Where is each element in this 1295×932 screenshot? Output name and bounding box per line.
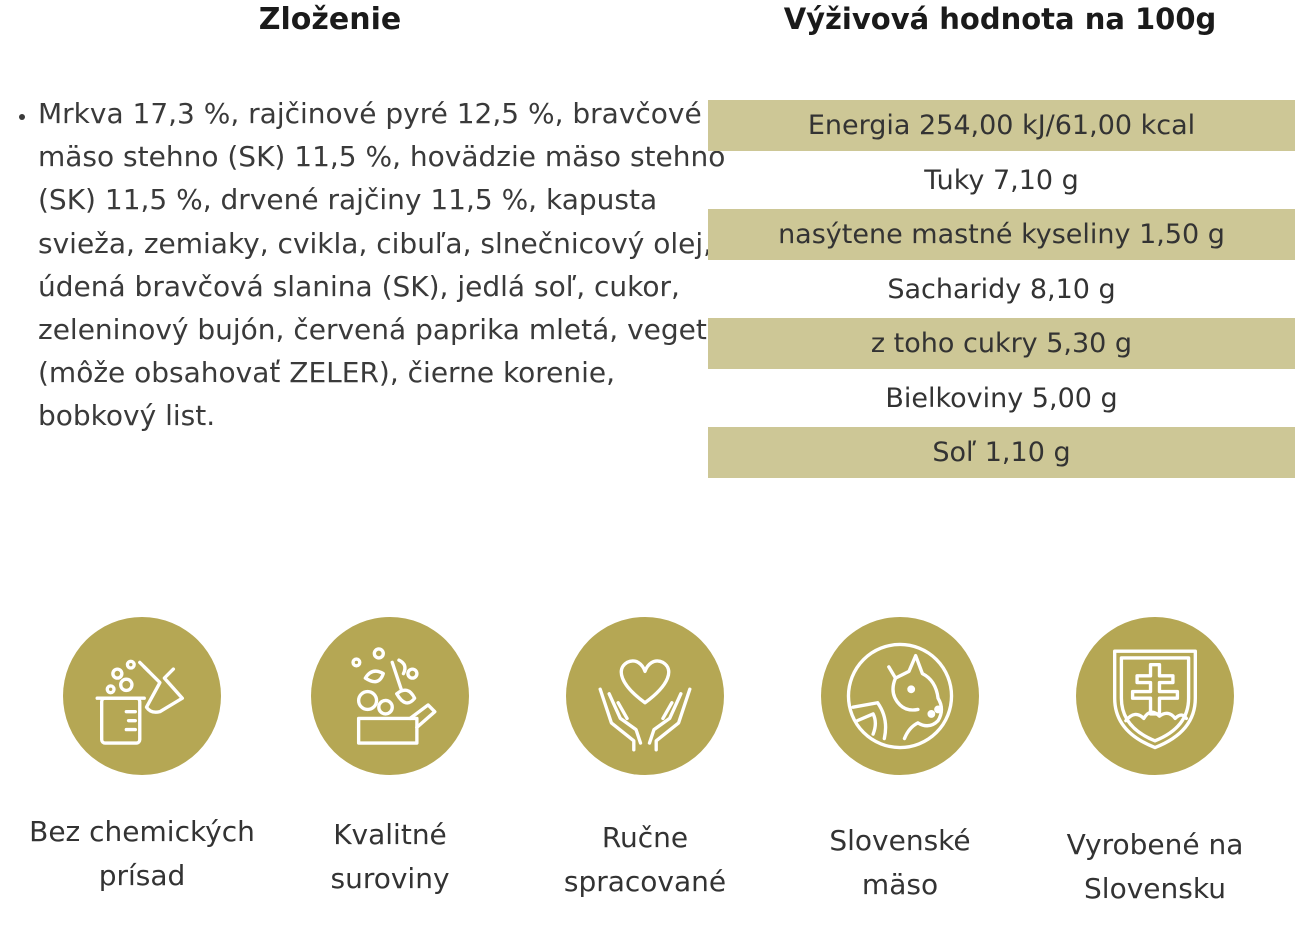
nutrition-table: Energia 254,00 kJ/61,00 kcal Tuky 7,10 g… bbox=[708, 100, 1295, 478]
feature-label-line1: Vyrobené na bbox=[1066, 828, 1244, 861]
feature-badge bbox=[63, 617, 221, 775]
feature-label-line2: prísad bbox=[98, 859, 186, 892]
feature-label: Kvalitné suroviny bbox=[260, 813, 520, 901]
nutrition-row-carbs: Sacharidy 8,10 g bbox=[887, 273, 1116, 305]
ingredients-text-end: ), čierne korenie, bobkový list. bbox=[38, 356, 616, 433]
nutrition-row-saturated: nasýtene mastné kyseliny 1,50 g bbox=[708, 209, 1295, 260]
hands-heart-icon bbox=[598, 659, 692, 752]
nutrition-row-protein: Bielkoviny 5,00 g bbox=[885, 382, 1118, 414]
feature-slovak-meat: Slovenské mäso bbox=[770, 617, 1030, 907]
pig-cow-icon bbox=[846, 642, 954, 750]
feature-label: Vyrobené na Slovensku bbox=[1025, 823, 1285, 911]
ingredients-heading: Zloženie bbox=[258, 2, 402, 37]
feature-handmade: Ručne spracované bbox=[515, 617, 775, 904]
feature-badge bbox=[311, 617, 469, 775]
nutrition-row-fat: Tuky 7,10 g bbox=[924, 164, 1079, 196]
feature-made-in-slovakia: Vyrobené na Slovensku bbox=[1025, 617, 1285, 911]
ingredients-list: Mrkva 17,3 %, rajčinové pyré 12,5 %, bra… bbox=[8, 92, 728, 438]
feature-label-line1: Bez chemických bbox=[29, 815, 255, 848]
ingredients-item: Mrkva 17,3 %, rajčinové pyré 12,5 %, bra… bbox=[38, 92, 728, 438]
feature-label: Ručne spracované bbox=[515, 816, 775, 904]
feature-label-line1: Slovenské bbox=[829, 824, 971, 857]
nutrition-row-energy: Energia 254,00 kJ/61,00 kcal bbox=[708, 100, 1295, 151]
nutrition-heading: Výživová hodnota na 100g bbox=[783, 2, 1217, 36]
feature-label-line2: mäso bbox=[861, 868, 939, 901]
feature-label-line1: Ručne bbox=[601, 821, 689, 854]
feature-label: Bez chemických prísad bbox=[12, 810, 272, 898]
feature-quality-ingredients: Kvalitné suroviny bbox=[260, 617, 520, 901]
feature-label-line2: Slovensku bbox=[1084, 872, 1226, 905]
lab-flask-icon bbox=[95, 659, 184, 745]
nutrition-row-sugars: z toho cukry 5,30 g bbox=[708, 318, 1295, 369]
feature-label: Slovenské mäso bbox=[770, 819, 1030, 907]
ingredients-text: Mrkva 17,3 %, rajčinové pyré 12,5 %, bra… bbox=[38, 97, 726, 390]
feature-label-line1: Kvalitné bbox=[333, 818, 447, 851]
feature-badge bbox=[566, 617, 724, 775]
nutrition-row-salt: Soľ 1,10 g bbox=[708, 427, 1295, 478]
feature-label-line2: suroviny bbox=[330, 862, 450, 895]
feature-badge bbox=[1076, 617, 1234, 775]
feature-badge bbox=[821, 617, 979, 775]
slovak-shield-icon bbox=[1113, 649, 1197, 750]
feature-no-chemicals: Bez chemických prísad bbox=[12, 617, 272, 898]
vegetables-box-icon bbox=[351, 647, 437, 745]
allergen-text: ZELER bbox=[289, 356, 379, 390]
feature-label-line2: spracované bbox=[563, 865, 727, 898]
